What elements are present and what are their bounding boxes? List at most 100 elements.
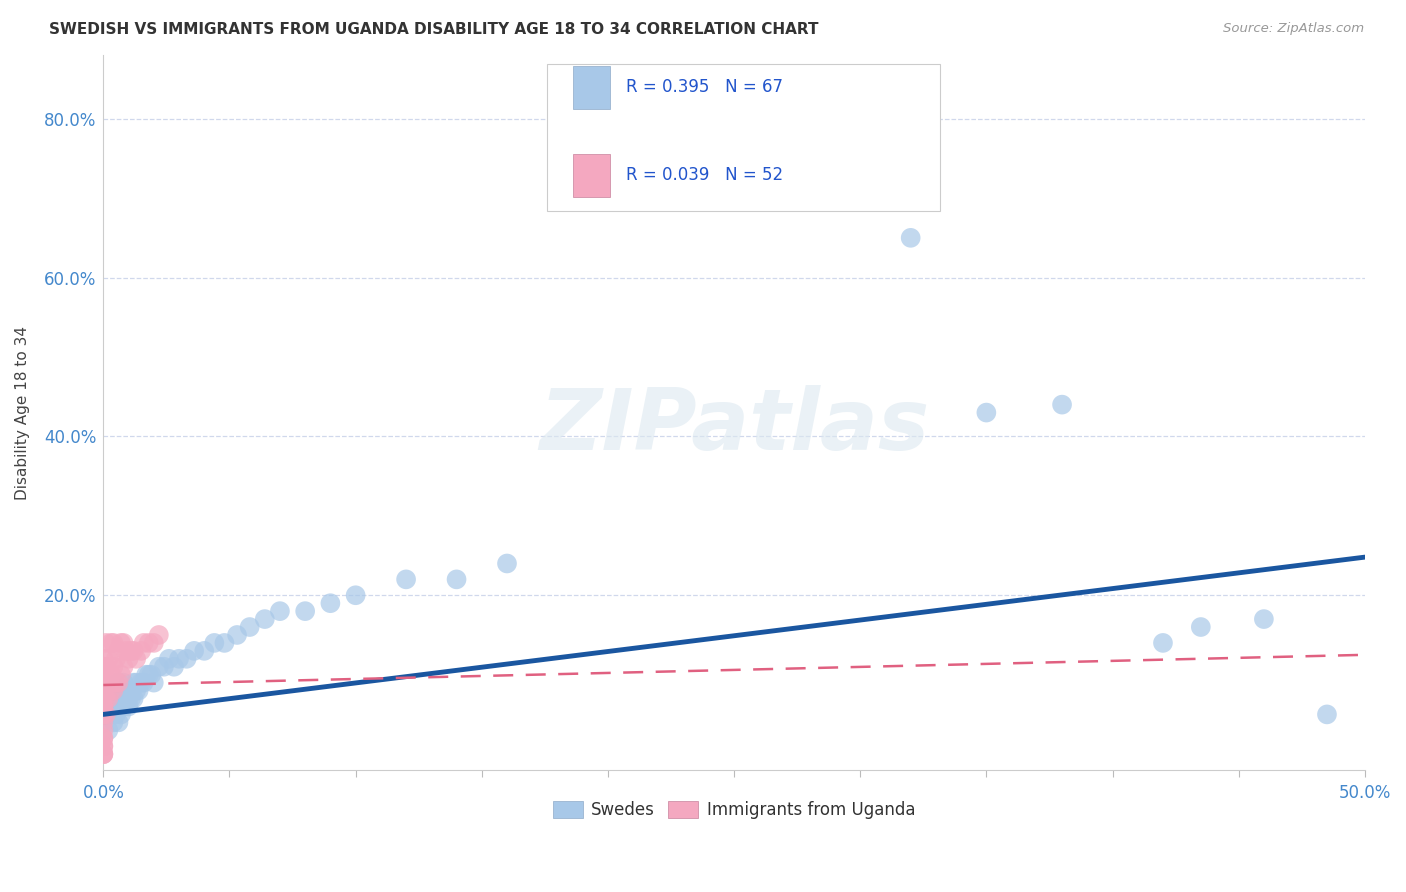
- Immigrants from Uganda: [97, 675, 120, 690]
- Immigrants from Uganda: [148, 628, 170, 642]
- Swedes: [128, 683, 150, 698]
- Swedes: [153, 659, 176, 673]
- Immigrants from Uganda: [91, 747, 114, 761]
- Swedes: [135, 667, 157, 681]
- Immigrants from Uganda: [117, 652, 139, 666]
- Swedes: [117, 683, 139, 698]
- Swedes: [319, 596, 342, 610]
- Immigrants from Uganda: [91, 747, 114, 761]
- Swedes: [107, 675, 129, 690]
- Immigrants from Uganda: [129, 644, 152, 658]
- Immigrants from Uganda: [100, 636, 122, 650]
- Text: R = 0.039   N = 52: R = 0.039 N = 52: [626, 166, 783, 185]
- Text: R = 0.395   N = 67: R = 0.395 N = 67: [626, 78, 783, 96]
- Swedes: [115, 683, 138, 698]
- Swedes: [167, 652, 190, 666]
- Immigrants from Uganda: [91, 731, 114, 746]
- Swedes: [1050, 398, 1073, 412]
- Immigrants from Uganda: [91, 699, 114, 714]
- Swedes: [141, 667, 163, 681]
- FancyBboxPatch shape: [547, 63, 939, 211]
- Immigrants from Uganda: [104, 675, 127, 690]
- Immigrants from Uganda: [110, 667, 132, 681]
- Immigrants from Uganda: [112, 659, 135, 673]
- Immigrants from Uganda: [91, 659, 114, 673]
- Swedes: [1253, 612, 1275, 626]
- Immigrants from Uganda: [120, 644, 142, 658]
- Bar: [572, 153, 610, 196]
- Immigrants from Uganda: [107, 644, 129, 658]
- Swedes: [97, 723, 120, 738]
- Swedes: [112, 699, 135, 714]
- Y-axis label: Disability Age 18 to 34: Disability Age 18 to 34: [15, 326, 30, 500]
- Immigrants from Uganda: [91, 667, 114, 681]
- Swedes: [125, 683, 148, 698]
- Swedes: [103, 715, 125, 730]
- Immigrants from Uganda: [94, 707, 117, 722]
- Immigrants from Uganda: [103, 659, 125, 673]
- Legend: Swedes, Immigrants from Uganda: Swedes, Immigrants from Uganda: [546, 795, 922, 826]
- Swedes: [110, 683, 132, 698]
- Immigrants from Uganda: [100, 683, 122, 698]
- Swedes: [107, 699, 129, 714]
- Swedes: [446, 573, 468, 587]
- Swedes: [107, 715, 129, 730]
- Swedes: [395, 573, 418, 587]
- Immigrants from Uganda: [91, 739, 114, 754]
- Immigrants from Uganda: [91, 683, 114, 698]
- Swedes: [120, 691, 142, 706]
- Immigrants from Uganda: [103, 636, 125, 650]
- Immigrants from Uganda: [94, 675, 117, 690]
- Immigrants from Uganda: [91, 707, 114, 722]
- Swedes: [104, 699, 127, 714]
- Swedes: [117, 699, 139, 714]
- Swedes: [214, 636, 236, 650]
- Immigrants from Uganda: [103, 683, 125, 698]
- Swedes: [117, 691, 139, 706]
- Immigrants from Uganda: [94, 636, 117, 650]
- Immigrants from Uganda: [110, 636, 132, 650]
- Swedes: [148, 659, 170, 673]
- Swedes: [132, 675, 155, 690]
- Text: SWEDISH VS IMMIGRANTS FROM UGANDA DISABILITY AGE 18 TO 34 CORRELATION CHART: SWEDISH VS IMMIGRANTS FROM UGANDA DISABI…: [49, 22, 818, 37]
- Immigrants from Uganda: [94, 691, 117, 706]
- Immigrants from Uganda: [91, 652, 114, 666]
- Immigrants from Uganda: [91, 739, 114, 754]
- Swedes: [104, 683, 127, 698]
- Swedes: [176, 652, 198, 666]
- Swedes: [129, 675, 152, 690]
- Swedes: [104, 707, 127, 722]
- Swedes: [157, 652, 180, 666]
- Swedes: [253, 612, 276, 626]
- Immigrants from Uganda: [91, 683, 114, 698]
- Swedes: [193, 644, 215, 658]
- Text: ZIPatlas: ZIPatlas: [538, 385, 929, 468]
- Immigrants from Uganda: [94, 659, 117, 673]
- Swedes: [294, 604, 316, 618]
- Swedes: [100, 707, 122, 722]
- Swedes: [104, 691, 127, 706]
- Immigrants from Uganda: [97, 652, 120, 666]
- Text: Source: ZipAtlas.com: Source: ZipAtlas.com: [1223, 22, 1364, 36]
- Swedes: [110, 691, 132, 706]
- Swedes: [120, 683, 142, 698]
- Swedes: [1152, 636, 1174, 650]
- Immigrants from Uganda: [138, 636, 160, 650]
- Swedes: [110, 707, 132, 722]
- Swedes: [1189, 620, 1212, 634]
- Immigrants from Uganda: [104, 652, 127, 666]
- Swedes: [115, 691, 138, 706]
- Swedes: [496, 557, 519, 571]
- Immigrants from Uganda: [91, 699, 114, 714]
- Swedes: [100, 699, 122, 714]
- Immigrants from Uganda: [91, 675, 114, 690]
- Immigrants from Uganda: [91, 731, 114, 746]
- Swedes: [1316, 707, 1339, 722]
- Immigrants from Uganda: [91, 715, 114, 730]
- Swedes: [110, 699, 132, 714]
- Swedes: [900, 231, 922, 245]
- Immigrants from Uganda: [91, 691, 114, 706]
- Immigrants from Uganda: [115, 644, 138, 658]
- Immigrants from Uganda: [97, 691, 120, 706]
- Swedes: [107, 691, 129, 706]
